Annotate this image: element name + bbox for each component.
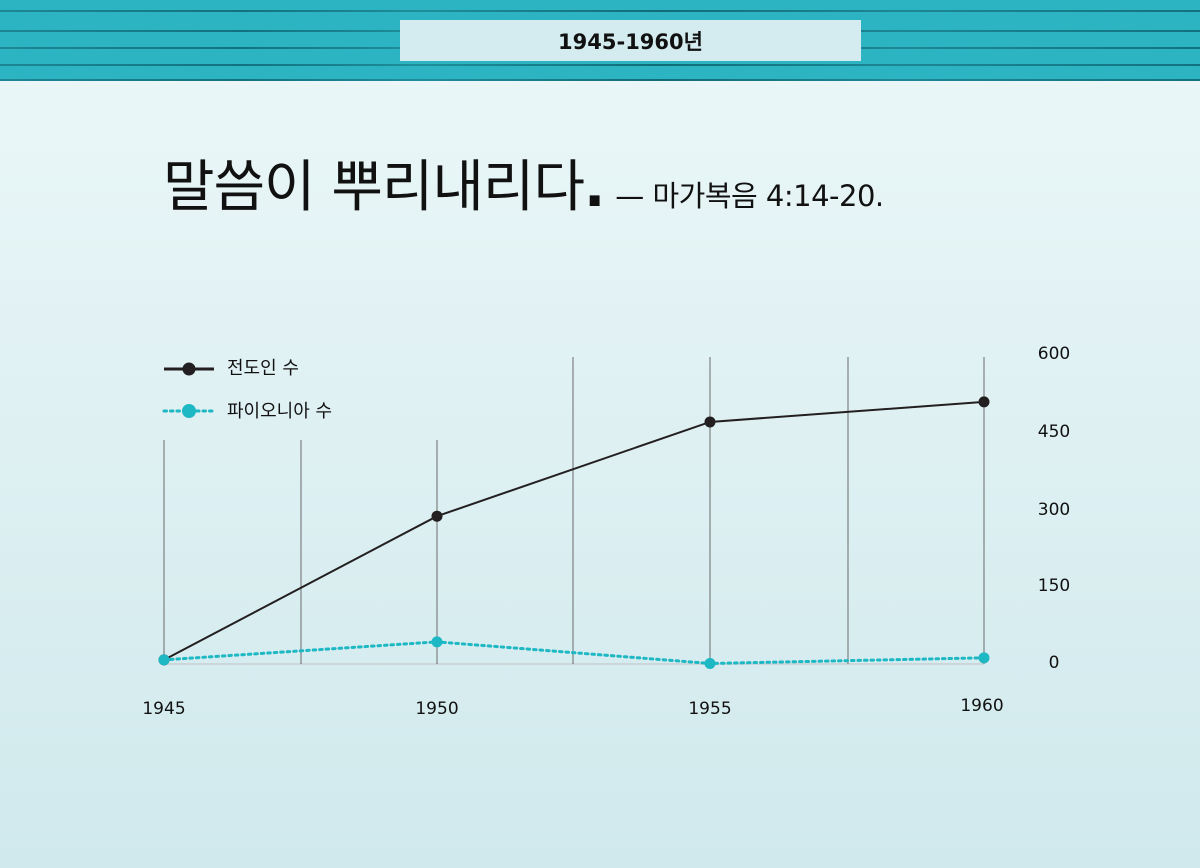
x-tick-label: 1955 [688, 699, 732, 719]
data-point [704, 657, 716, 669]
legend-item-publishers: 전도인 수 [163, 352, 332, 382]
data-point [978, 396, 990, 408]
title-main: 말씀이 뿌리내리다 [163, 155, 585, 220]
legend-symbol-publishers [164, 362, 214, 376]
y-tick-label: 150 [1037, 576, 1071, 596]
data-point [704, 416, 716, 428]
period-label: 1945-1960년 [400, 20, 861, 61]
y-tick-label: 300 [1037, 500, 1071, 520]
series-pioneers [158, 636, 990, 669]
page-title: 말씀이 뿌리내리다 . — 마가복음 4:14-20. [163, 142, 884, 223]
plank-divider [0, 64, 1200, 66]
legend-item-pioneers: 파이오니아 수 [163, 395, 332, 425]
legend-label: 파이오니아 수 [227, 401, 333, 422]
y-tick-label: 450 [1037, 422, 1071, 442]
y-tick-label: 0 [1048, 653, 1060, 673]
y-tick-label: 600 [1037, 344, 1071, 364]
legend: 전도인 수 파이오니아 수 [163, 352, 332, 438]
data-point [431, 510, 443, 522]
x-tick-label: 1960 [960, 696, 1004, 716]
data-point [431, 636, 443, 648]
title-dot: . [583, 155, 606, 220]
x-tick-label: 1950 [415, 699, 459, 719]
header-band: 1945-1960년 [0, 0, 1200, 81]
plank-divider [0, 10, 1200, 12]
plank-divider [0, 79, 1200, 81]
vertical-gridlines [163, 357, 985, 664]
data-point [158, 654, 170, 666]
scripture-reference: — 마가복음 4:14-20. [615, 179, 884, 213]
data-point [978, 652, 990, 664]
legend-label: 전도인 수 [227, 358, 299, 379]
legend-symbol-pioneers [162, 404, 216, 418]
x-tick-label: 1945 [142, 699, 186, 719]
